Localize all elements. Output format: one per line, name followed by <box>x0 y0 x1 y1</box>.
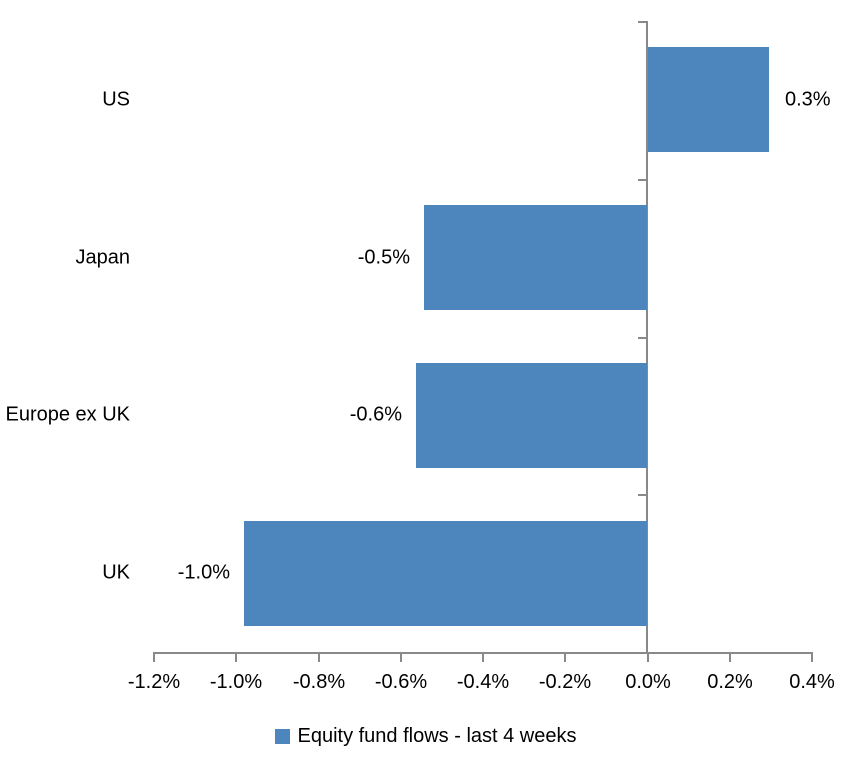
x-axis-tick <box>318 654 320 662</box>
x-axis-tick <box>153 654 155 662</box>
x-axis-tick-label: -1.0% <box>209 671 263 693</box>
bar-japan <box>424 205 647 310</box>
x-axis-tick-label: -0.4% <box>456 671 510 693</box>
x-axis-tick-label: -0.8% <box>292 671 346 693</box>
y-axis-tick <box>638 494 646 496</box>
bar-value-label: -1.0% <box>177 561 230 584</box>
x-axis-tick <box>564 654 566 662</box>
x-axis-tick <box>400 654 402 662</box>
x-axis-tick-label: -0.6% <box>374 671 428 693</box>
x-axis-tick <box>647 654 649 662</box>
bar-value-label: 0.3% <box>785 88 831 111</box>
x-axis-line <box>153 652 813 654</box>
legend-series-label: Equity fund flows - last 4 weeks <box>297 725 577 747</box>
x-axis-tick-label: -1.2% <box>127 671 181 693</box>
bar-uk <box>244 521 647 626</box>
x-axis-tick-label: 0.2% <box>707 671 753 693</box>
x-axis-tick <box>482 654 484 662</box>
x-axis-tick-label: 0.4% <box>789 671 835 693</box>
x-axis-tick-label: -0.2% <box>538 671 592 693</box>
category-label: Europe ex UK <box>5 403 130 426</box>
category-label: UK <box>102 561 130 584</box>
y-axis-tick <box>638 179 646 181</box>
x-axis-tick-label: 0.0% <box>625 671 671 693</box>
chart-legend: Equity fund flows - last 4 weeks <box>0 725 852 748</box>
category-label: Japan <box>75 246 131 269</box>
category-label: US <box>102 88 130 111</box>
x-axis-tick <box>729 654 731 662</box>
bar-value-label: -0.5% <box>357 246 410 269</box>
legend-series-marker <box>275 729 291 744</box>
y-axis-tick <box>638 21 646 23</box>
x-axis-tick <box>811 654 813 662</box>
x-axis-tick <box>235 654 237 662</box>
bar-europe-ex-uk <box>416 363 647 468</box>
bar-us <box>648 47 769 152</box>
y-axis-tick <box>638 337 646 339</box>
y-axis-line <box>646 21 648 654</box>
bar-value-label: -0.6% <box>349 403 402 426</box>
